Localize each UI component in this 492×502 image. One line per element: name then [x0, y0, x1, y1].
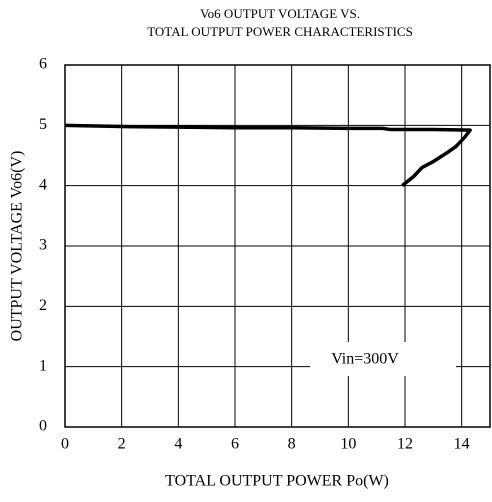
x-tick-label: 12	[397, 436, 413, 453]
y-tick-label: 5	[39, 116, 47, 133]
x-tick-label: 0	[61, 436, 69, 453]
chart-title: TOTAL OUTPUT POWER CHARACTERISTICS	[147, 24, 413, 39]
annotation: Vin=300V	[331, 351, 399, 368]
chart-title: Vo6 OUTPUT VOLTAGE VS.	[200, 6, 360, 21]
x-tick-label: 8	[288, 436, 296, 453]
x-tick-label: 4	[174, 436, 182, 453]
x-tick-label: 10	[340, 436, 356, 453]
x-tick-label: 2	[118, 436, 126, 453]
y-tick-label: 2	[39, 297, 47, 314]
x-tick-label: 14	[454, 436, 470, 453]
y-tick-label: 6	[39, 56, 47, 73]
x-axis-label: TOTAL OUTPUT POWER Po(W)	[165, 473, 389, 490]
x-tick-label: 6	[231, 436, 239, 453]
y-axis-label: OUTPUT VOLTAGE Vo6(V)	[9, 151, 26, 342]
y-tick-label: 1	[39, 357, 47, 374]
y-tick-label: 0	[39, 418, 47, 435]
y-tick-label: 3	[39, 237, 47, 254]
plot-frame	[64, 64, 491, 428]
annotation-box	[310, 342, 456, 376]
y-tick-label: 4	[39, 176, 47, 193]
data-line	[64, 123, 472, 188]
